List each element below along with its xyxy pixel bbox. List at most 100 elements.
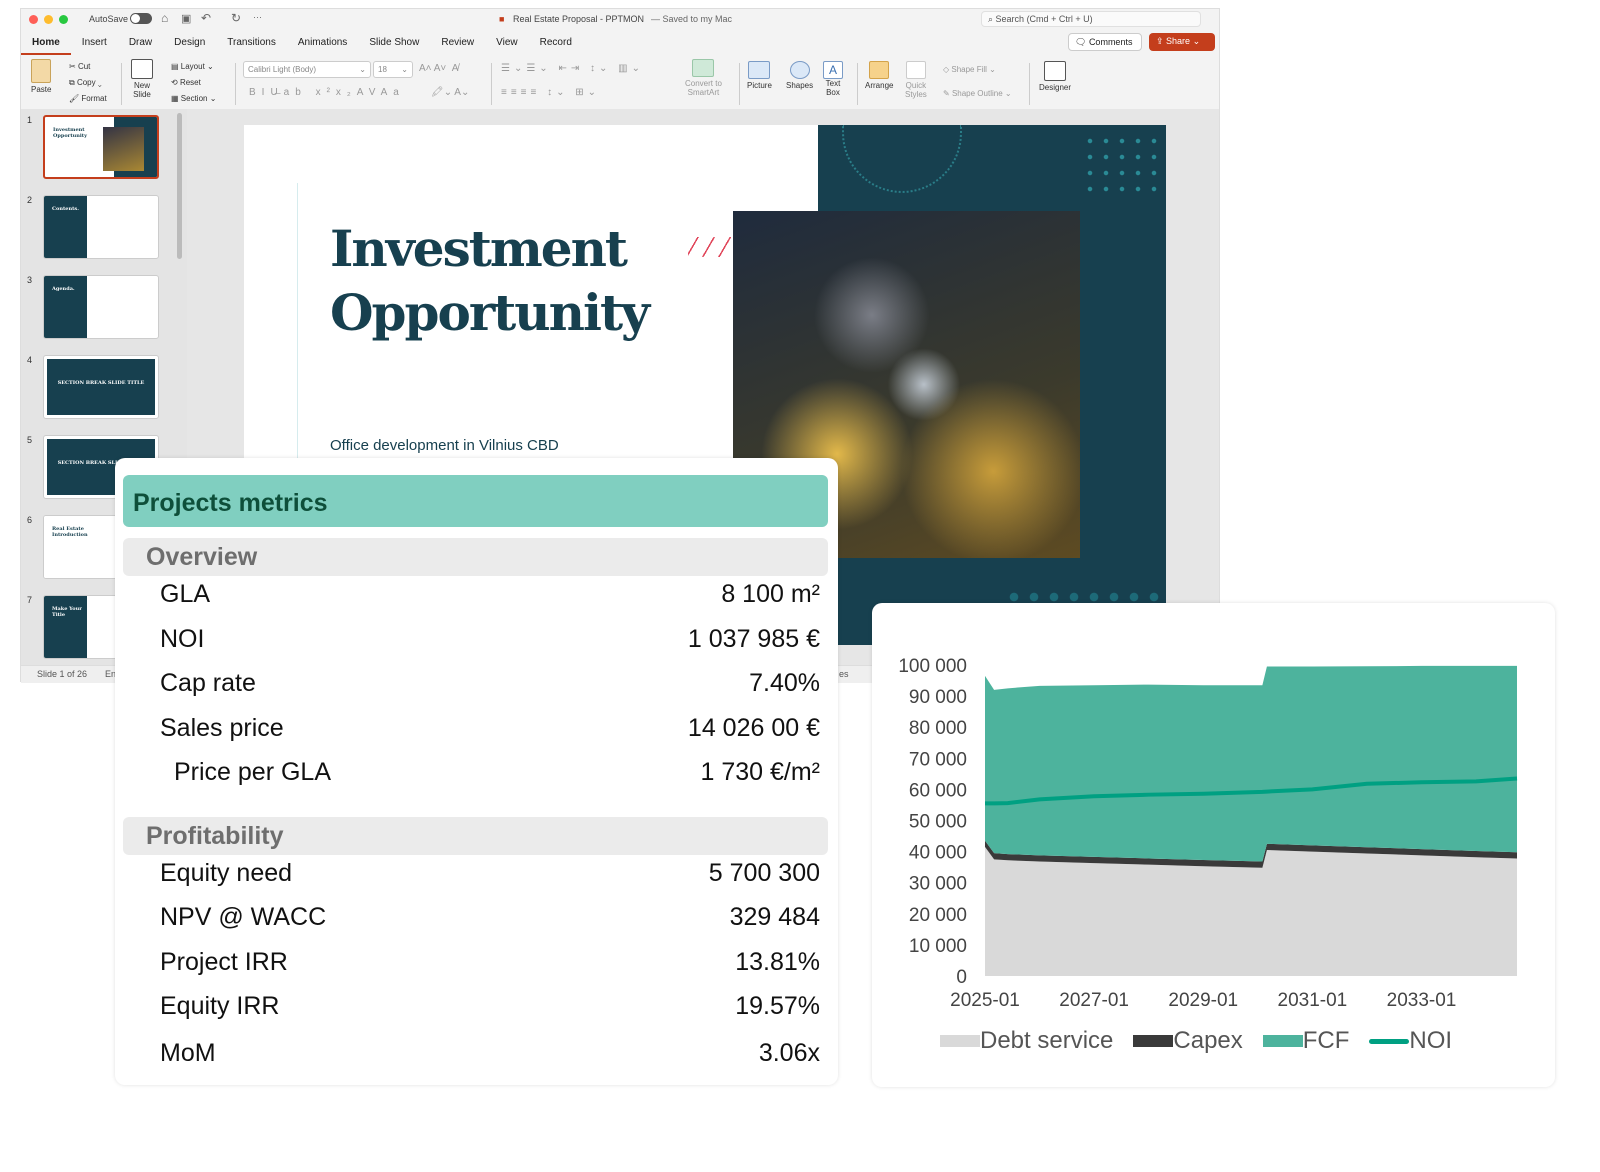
text-box-button[interactable]: A Text Box <box>823 61 843 97</box>
list-buttons[interactable]: ☰⌄☰⌄ ⇤⇥ ↕⌄ ▥⌄ <box>501 63 644 74</box>
y-tick-label: 60 000 <box>909 780 967 801</box>
share-button[interactable]: ⇪ Share ⌄ <box>1149 33 1215 51</box>
slide-thumbnail-1[interactable]: Investment Opportunity <box>43 115 159 179</box>
text-box-label-2: Box <box>826 88 840 97</box>
metric-row: Project IRR 13.81% <box>160 948 820 977</box>
comments-button[interactable]: 🗨 Comments <box>1068 33 1142 51</box>
comments-label: Comments <box>1088 37 1133 47</box>
font-size-buttons[interactable]: A˄ A˅ A̸ <box>419 63 459 74</box>
section-button[interactable]: ▦ Section ⌄ <box>171 94 217 103</box>
layout-button[interactable]: ▤ Layout ⌄ <box>171 62 214 71</box>
redo-icon[interactable]: ↻ <box>231 11 242 25</box>
chart-legend: Debt service Capex FCF NOI <box>940 1027 1466 1055</box>
slide-thumbnail-2[interactable]: Contents. <box>43 195 159 259</box>
tab-review[interactable]: Review <box>441 37 475 48</box>
copy-label: Copy <box>76 78 96 87</box>
cash-flow-chart: 0 10 000 20 000 30 000 40 000 50 000 60 000 70 … <box>898 656 1518 1011</box>
section-header-overview: Overview <box>123 538 828 576</box>
y-tick-label: 20 000 <box>909 905 967 926</box>
copy-button[interactable]: ⧉ Copy ⌄ <box>69 78 102 87</box>
metric-row: Sales price 14 026 00 € <box>160 714 820 743</box>
shape-outline-button[interactable]: ✎ Shape Outline ⌄ <box>943 89 1012 98</box>
paste-button[interactable]: Paste <box>31 59 51 94</box>
autosave-toggle[interactable] <box>130 13 152 24</box>
font-family-select[interactable]: Calibri Light (Body) ⌄ <box>243 61 371 78</box>
designer-icon <box>1044 61 1066 81</box>
thumbnail-title: Real Estate Introduction <box>52 526 88 538</box>
text-format-buttons[interactable]: BIU̶ab x²x₂AVAa <box>249 87 405 98</box>
metric-value: 3.06x <box>758 1039 820 1067</box>
tab-design[interactable]: Design <box>174 37 206 48</box>
metric-value: 7.40% <box>749 669 820 697</box>
tab-insert[interactable]: Insert <box>81 37 107 48</box>
document-title: Real Estate Proposal - PPTMON <box>513 14 645 24</box>
save-icon[interactable]: ▣ <box>181 13 192 25</box>
tab-slide-show[interactable]: Slide Show <box>369 37 420 48</box>
reset-button[interactable]: ⟲ Reset <box>171 78 201 87</box>
designer-button[interactable]: Designer <box>1039 61 1071 92</box>
slide-thumbnail-4[interactable]: SECTION BREAK SLIDE TITLE <box>43 355 159 419</box>
highlight-color-buttons[interactable]: 🖍⌄ A⌄ <box>431 87 470 98</box>
slide-title[interactable]: Investment Opportunity <box>330 217 650 345</box>
format-painter-button[interactable]: 🖌 Format <box>69 94 107 103</box>
new-slide-label-1: New <box>133 81 150 90</box>
legend-label: NOI <box>1409 1027 1453 1054</box>
thumbnail-number: 1 <box>27 115 33 125</box>
cut-button[interactable]: ✂ Cut <box>69 62 91 71</box>
metric-label: Equity need <box>160 858 293 887</box>
designer-label: Designer <box>1039 83 1072 92</box>
search-input[interactable]: ⌕ Search (Cmd + Ctrl + U) <box>981 11 1201 27</box>
convert-label-1: Convert to <box>685 79 722 88</box>
picture-button[interactable]: Picture <box>747 61 772 90</box>
text-box-label-1: Text <box>825 79 841 88</box>
picture-icon <box>748 61 771 79</box>
tab-transitions[interactable]: Transitions <box>227 37 276 48</box>
thumbnail-number: 2 <box>27 195 33 205</box>
metric-row: Cap rate 7.40% <box>160 669 820 698</box>
tab-home[interactable]: Home <box>21 33 71 55</box>
legend-swatch <box>1369 1038 1410 1044</box>
new-slide-label-2: Slide <box>133 90 151 99</box>
metric-row: Equity need 5 700 300 <box>160 859 820 888</box>
new-slide-button[interactable]: New Slide <box>131 59 153 99</box>
zoom-button[interactable] <box>59 15 68 24</box>
metric-label: Cap rate <box>160 669 256 697</box>
area-fcf <box>985 665 1517 862</box>
slides-group: ▤ Layout ⌄ ⟲ Reset ▦ Section ⌄ <box>171 59 216 107</box>
home-icon[interactable]: ⌂ <box>161 11 169 25</box>
notes-button[interactable]: es <box>839 669 849 679</box>
shapes-button[interactable]: Shapes <box>786 61 813 90</box>
tab-view[interactable]: View <box>496 37 518 48</box>
language-indicator[interactable]: En <box>105 669 117 679</box>
align-buttons[interactable]: ≡≡≡≡ ↕⌄ ⊞⌄ <box>501 87 601 98</box>
tab-draw[interactable]: Draw <box>128 37 153 48</box>
metric-value: 8 100 m² <box>721 580 820 608</box>
undo-icon[interactable]: ↶ <box>201 11 212 25</box>
shape-fill-label: Shape Fill <box>951 65 987 74</box>
close-button[interactable] <box>29 15 38 24</box>
metric-label: MoM <box>160 1039 216 1067</box>
area-capex <box>985 840 1517 868</box>
thumbnail-number: 6 <box>27 515 33 525</box>
section-header-profitability: Profitability <box>123 816 828 855</box>
tab-record[interactable]: Record <box>539 37 572 48</box>
tab-animations[interactable]: Animations <box>297 37 348 48</box>
minimize-button[interactable] <box>44 15 53 24</box>
legend-label: FCF <box>1302 1027 1350 1054</box>
x-tick-label: 2027-01 <box>1059 990 1129 1011</box>
slide-subtitle[interactable]: Office development in Vilnius CBD <box>330 437 559 454</box>
save-status[interactable]: — Saved to my Mac <box>651 14 733 24</box>
y-tick-label: 0 <box>956 967 967 988</box>
quick-styles-button[interactable]: Quick Styles <box>905 61 927 99</box>
shape-fill-button[interactable]: ◇ Shape Fill ⌄ <box>943 65 996 74</box>
font-size-select[interactable]: 18 ⌄ <box>373 61 413 78</box>
more-icon[interactable]: ··· <box>253 12 262 22</box>
metric-value: 13.81% <box>735 947 820 976</box>
slide-thumbnail-3[interactable]: Agenda. <box>43 275 159 339</box>
arrange-button[interactable]: Arrange <box>865 61 893 90</box>
thumbnails-scrollbar[interactable] <box>177 113 182 259</box>
metric-value: 329 484 <box>729 903 820 931</box>
convert-smartart-button[interactable]: Convert to SmartArt <box>685 59 722 97</box>
metric-row: MoM 3.06x <box>160 1039 820 1068</box>
thumbnail-title: SECTION BREAK SLIDE TITLE <box>57 380 145 386</box>
